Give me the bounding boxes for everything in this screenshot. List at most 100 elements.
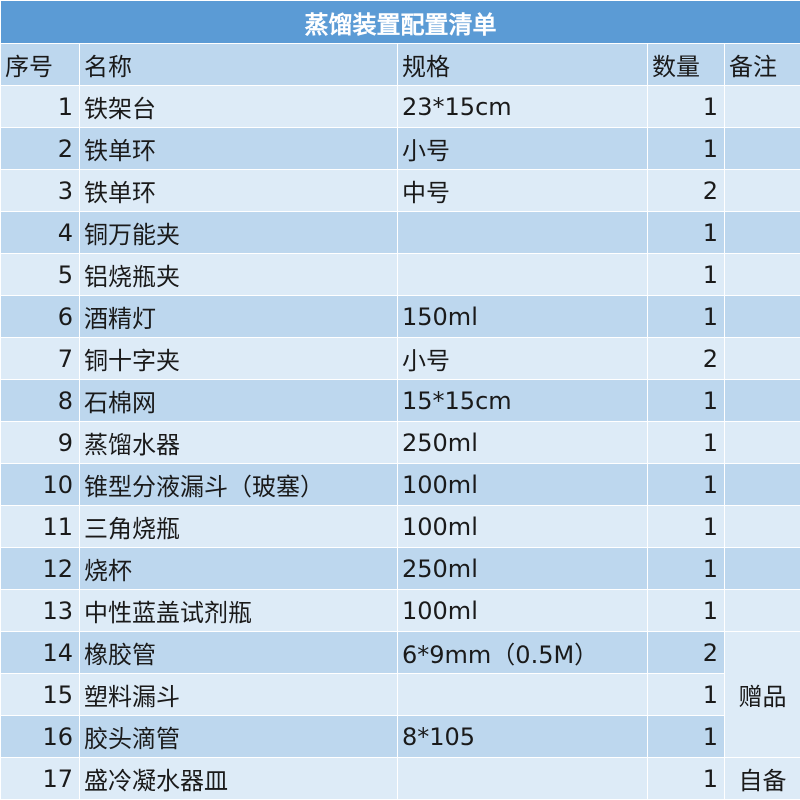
row-qty: 2	[647, 631, 725, 674]
row-no: 9	[0, 421, 80, 464]
row-spec: 8*105	[397, 715, 648, 758]
row-spec	[397, 211, 648, 254]
row-spec: 250ml	[397, 421, 648, 464]
row-qty: 1	[647, 505, 725, 548]
row-name: 铜十字夹	[79, 337, 398, 380]
table-row: 11 三角烧瓶 100ml 1	[0, 505, 800, 548]
table-row: 9 蒸馏水器 250ml 1	[0, 421, 800, 464]
row-spec	[397, 253, 648, 296]
row-name: 烧杯	[79, 547, 398, 590]
row-note	[723, 211, 800, 254]
table-row: 15 塑料漏斗 1	[0, 673, 800, 716]
row-no: 13	[0, 589, 80, 632]
row-qty: 1	[647, 715, 725, 758]
row-name: 石棉网	[79, 379, 398, 422]
row-spec: 小号	[397, 127, 648, 170]
row-note	[723, 253, 800, 296]
row-no: 11	[0, 505, 80, 548]
row-note	[723, 505, 800, 548]
row-spec: 100ml	[397, 589, 648, 632]
row-no: 5	[0, 253, 80, 296]
row-name: 橡胶管	[79, 631, 398, 674]
table-row: 10 锥型分液漏斗（玻塞） 100ml 1	[0, 463, 800, 506]
row-qty: 1	[647, 673, 725, 716]
row-qty: 1	[647, 463, 725, 506]
table-row: 3 铁单环 中号 2	[0, 169, 800, 212]
row-spec: 中号	[397, 169, 648, 212]
row-no: 1	[0, 85, 80, 128]
title-row: 蒸馏装置配置清单	[0, 0, 800, 44]
row-qty: 1	[647, 127, 725, 170]
row-name: 锥型分液漏斗（玻塞）	[79, 463, 398, 506]
row-name: 铝烧瓶夹	[79, 253, 398, 296]
row-no: 3	[0, 169, 80, 212]
row-no: 15	[0, 673, 80, 716]
row-qty: 2	[647, 337, 725, 380]
table-row: 13 中性蓝盖试剂瓶 100ml 1	[0, 589, 800, 632]
header-name: 名称	[79, 43, 398, 86]
row-no: 10	[0, 463, 80, 506]
row-no: 4	[0, 211, 80, 254]
row-name: 铜万能夹	[79, 211, 398, 254]
header-spec: 规格	[397, 43, 648, 86]
row-spec: 100ml	[397, 505, 648, 548]
row-note	[723, 421, 800, 464]
row-qty: 1	[647, 295, 725, 338]
row-name: 中性蓝盖试剂瓶	[79, 589, 398, 632]
row-spec: 150ml	[397, 295, 648, 338]
table-title: 蒸馏装置配置清单	[0, 0, 800, 44]
row-name: 盛冷凝水器皿	[79, 757, 398, 800]
row-qty: 1	[647, 547, 725, 590]
table-row: 7 铜十字夹 小号 2	[0, 337, 800, 380]
row-name: 三角烧瓶	[79, 505, 398, 548]
table-row: 8 石棉网 15*15cm 1	[0, 379, 800, 422]
row-note	[723, 547, 800, 590]
row-qty: 1	[647, 379, 725, 422]
row-spec: 15*15cm	[397, 379, 648, 422]
row-note	[723, 589, 800, 632]
row-note	[723, 337, 800, 380]
table-row: 4 铜万能夹 1	[0, 211, 800, 254]
row-qty: 1	[647, 211, 725, 254]
row-note	[723, 295, 800, 338]
row-note	[723, 379, 800, 422]
table-row: 16 胶头滴管 8*105 1	[0, 715, 800, 758]
table-row: 1 铁架台 23*15cm 1	[0, 85, 800, 128]
row-spec: 6*9mm（0.5M）	[397, 631, 648, 674]
row-spec	[397, 673, 648, 716]
row-qty: 1	[647, 589, 725, 632]
row-no: 8	[0, 379, 80, 422]
row-name: 蒸馏水器	[79, 421, 398, 464]
row-name: 塑料漏斗	[79, 673, 398, 716]
row-no: 14	[0, 631, 80, 674]
table-row: 5 铝烧瓶夹 1	[0, 253, 800, 296]
row-no: 17	[0, 757, 80, 800]
row-name: 铁单环	[79, 127, 398, 170]
row-qty: 1	[647, 253, 725, 296]
row-qty: 1	[647, 757, 725, 800]
row-qty: 1	[647, 421, 725, 464]
header-note: 备注	[723, 43, 800, 86]
row-name: 铁单环	[79, 169, 398, 212]
row-name: 胶头滴管	[79, 715, 398, 758]
table-row: 2 铁单环 小号 1	[0, 127, 800, 170]
row-spec: 23*15cm	[397, 85, 648, 128]
row-spec	[397, 757, 648, 800]
header-qty: 数量	[647, 43, 725, 86]
row-no: 7	[0, 337, 80, 380]
table-row: 6 酒精灯 150ml 1	[0, 295, 800, 338]
row-spec: 100ml	[397, 463, 648, 506]
row-no: 2	[0, 127, 80, 170]
table-row: 12 烧杯 250ml 1	[0, 547, 800, 590]
row-no: 6	[0, 295, 80, 338]
row-note	[723, 463, 800, 506]
header-no: 序号	[0, 43, 80, 86]
row-name: 铁架台	[79, 85, 398, 128]
row-note	[723, 85, 800, 128]
row-note-gift: 赠品	[723, 631, 800, 758]
table-row: 17 盛冷凝水器皿 1 自备	[0, 757, 800, 800]
header-row: 序号 名称 规格 数量 备注	[0, 43, 800, 86]
row-name: 酒精灯	[79, 295, 398, 338]
